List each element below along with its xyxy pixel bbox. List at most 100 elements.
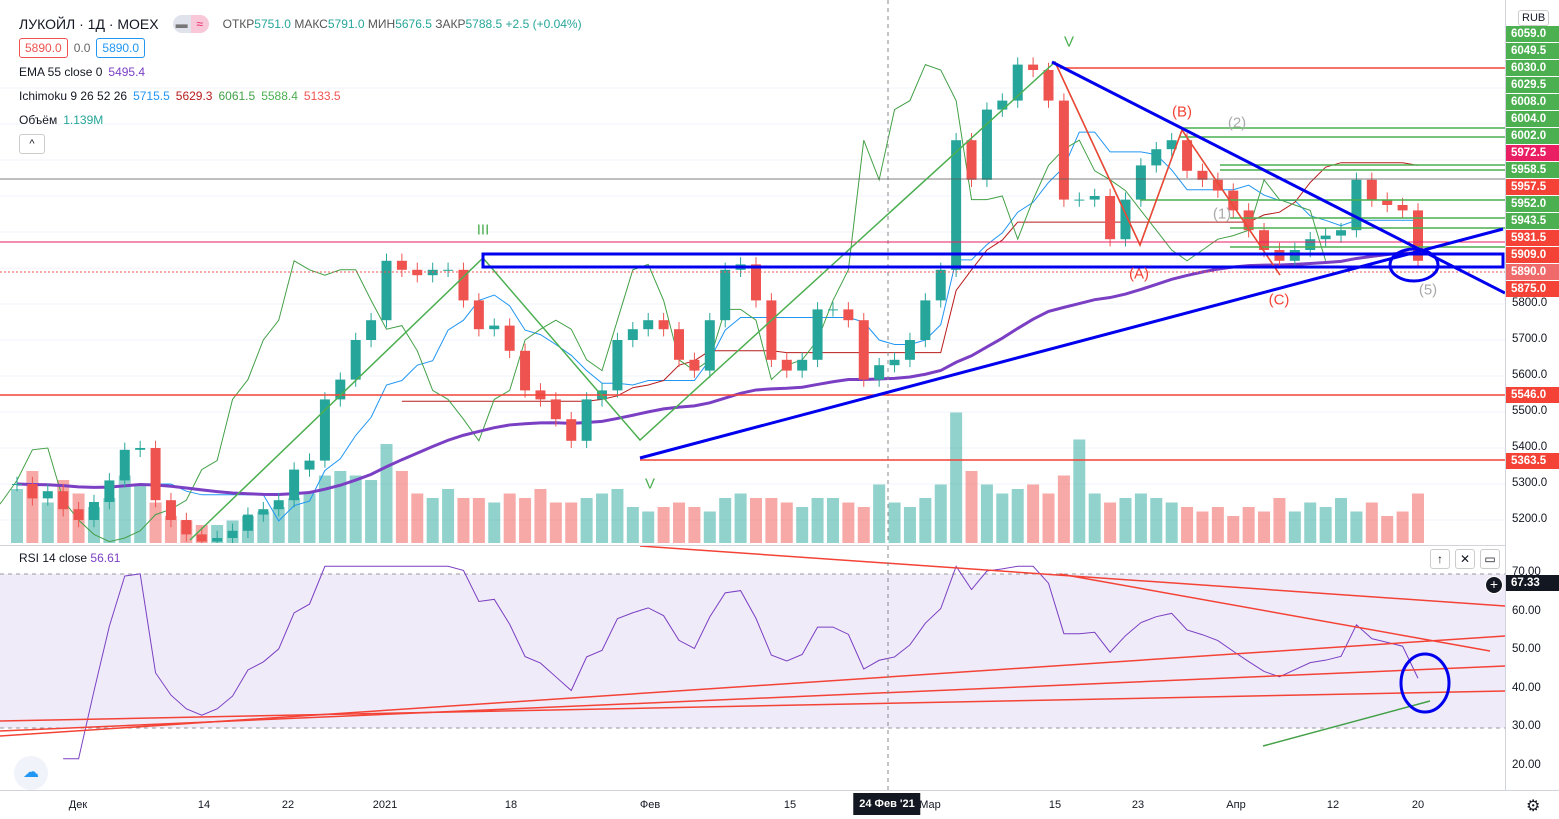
tradingview-logo-icon[interactable]: ☁ — [14, 756, 48, 790]
ema55-line — [16, 251, 1419, 497]
volume-bar — [1196, 511, 1209, 543]
volume-bar — [919, 498, 932, 543]
candle — [350, 340, 361, 380]
candle — [58, 491, 69, 510]
rsi-tick: 50.00 — [1512, 643, 1541, 655]
time-label: 2021 — [372, 799, 398, 811]
volume-bar — [549, 502, 562, 543]
price-axis[interactable]: 6059.0 6049.5 6030.0 6029.5 6008.0 6004.0 6002… — [1505, 0, 1559, 790]
wave-icon[interactable]: ≈ — [190, 15, 209, 33]
rsi-trendline — [0, 635, 1505, 737]
volume-bar — [1165, 502, 1178, 543]
currency-button[interactable]: RUB — [1518, 10, 1550, 26]
candle — [750, 264, 761, 301]
volume-bar — [673, 502, 686, 543]
candle — [827, 309, 838, 311]
volume-bar — [1242, 507, 1255, 543]
price-pane[interactable]: V III V (A) (B) (C) (1) (2) (5) ЛУКОЙЛ ·… — [0, 0, 1505, 543]
ichimoku-label[interactable]: Ichimoku 9 26 52 26 — [19, 89, 128, 103]
candle — [566, 419, 577, 441]
candle — [904, 340, 915, 360]
rsi-marker-tag: 67.33 — [1506, 575, 1559, 591]
collapse-legend-button[interactable]: ^ — [19, 134, 45, 154]
volume-bar — [303, 493, 316, 543]
volume-bar — [1104, 502, 1117, 543]
candle — [1028, 64, 1039, 70]
sell-button[interactable]: 5890.0 — [19, 38, 68, 58]
volume-bar — [488, 502, 501, 543]
volume-bar — [118, 475, 131, 543]
volume-bar — [1088, 493, 1101, 543]
wave-label-1: (1) — [1212, 205, 1232, 223]
low-label: МИН — [367, 17, 396, 31]
ichimoku-value: 6061.5 — [218, 89, 256, 103]
rsi-pane[interactable]: RSI 14 close 56.61 ↑ ✕ ▭ + ☁ — [0, 545, 1505, 790]
volume-bar — [1134, 493, 1147, 543]
tenkan-line — [140, 131, 1418, 522]
candle — [981, 109, 992, 180]
rsi-tick: 40.00 — [1512, 681, 1541, 694]
rsi-line — [63, 565, 1419, 760]
time-axis[interactable]: Дек 14 22 2021 18 Фев 15 Мар 15 23 Апр 1… — [0, 790, 1559, 819]
rsi-label[interactable]: RSI 14 close — [19, 551, 88, 565]
candle — [1397, 205, 1408, 211]
close-pane-button[interactable]: ✕ — [1455, 549, 1475, 569]
volume-bar — [796, 507, 809, 543]
settings-gear-icon[interactable]: ⚙ — [1526, 798, 1541, 815]
volume-bar — [842, 502, 855, 543]
rsi-tick: 20.00 — [1512, 758, 1541, 771]
wave-label-5: (5) — [1418, 281, 1438, 299]
candle — [304, 460, 315, 470]
wave-label-v: V — [1063, 33, 1075, 51]
price-tag: 6002.0 — [1506, 128, 1559, 144]
volume-bar — [642, 511, 655, 543]
candle — [704, 320, 715, 371]
candle — [258, 509, 269, 515]
volume-bar — [965, 471, 978, 543]
price-tag: 5972.5 — [1506, 145, 1559, 161]
candle — [150, 448, 161, 501]
move-pane-up-button[interactable]: ↑ — [1430, 549, 1450, 569]
maximize-pane-button[interactable]: ▭ — [1480, 549, 1500, 569]
ascending-trendline — [639, 227, 1504, 460]
visibility-toggle[interactable]: ▬ ≈ — [172, 15, 209, 33]
candle — [1043, 70, 1054, 101]
rsi-highlight-circle — [1399, 652, 1451, 714]
rsi-trendline — [0, 665, 1505, 732]
symbol-title[interactable]: ЛУКОЙЛ · 1Д · MOEX — [19, 16, 159, 32]
candle — [1197, 170, 1208, 180]
candle — [273, 500, 284, 510]
wave-label-b: (B) — [1172, 103, 1192, 121]
volume-bar — [1042, 493, 1055, 543]
volume-bar — [1381, 516, 1394, 543]
volume-bar — [719, 498, 732, 543]
buy-button[interactable]: 5890.0 — [96, 38, 146, 58]
spread-value: 0.0 — [73, 41, 91, 55]
volume-bar — [626, 507, 639, 543]
rsi-tick: 30.00 — [1512, 720, 1541, 732]
price-tag: 5875.0 — [1506, 281, 1559, 297]
volume-bar — [1273, 498, 1286, 543]
volume-bar — [457, 498, 470, 543]
volume-bar — [1119, 498, 1132, 543]
price-tag: 5957.5 — [1506, 179, 1559, 195]
candle — [843, 309, 854, 321]
volume-bar — [1319, 507, 1332, 543]
time-label: Дек — [68, 799, 88, 811]
add-plus-icon[interactable]: + — [1485, 576, 1503, 594]
volume-bar — [1396, 511, 1409, 543]
candle — [1413, 210, 1423, 261]
candle — [227, 530, 238, 538]
volume-label[interactable]: Объём — [19, 113, 58, 127]
volume-bar — [734, 493, 747, 543]
price-tick: 5800.0 — [1512, 297, 1548, 309]
candle — [1105, 196, 1116, 240]
ichimoku-value: 5588.4 — [261, 89, 298, 103]
candle — [1351, 179, 1362, 231]
minus-icon[interactable]: ▬ — [172, 15, 191, 33]
wave-label-iv: V — [644, 475, 656, 493]
candle — [797, 359, 808, 371]
rsi-chart[interactable] — [0, 546, 1505, 790]
ema-label[interactable]: EMA 55 close 0 — [19, 65, 103, 79]
candle — [1305, 239, 1316, 250]
